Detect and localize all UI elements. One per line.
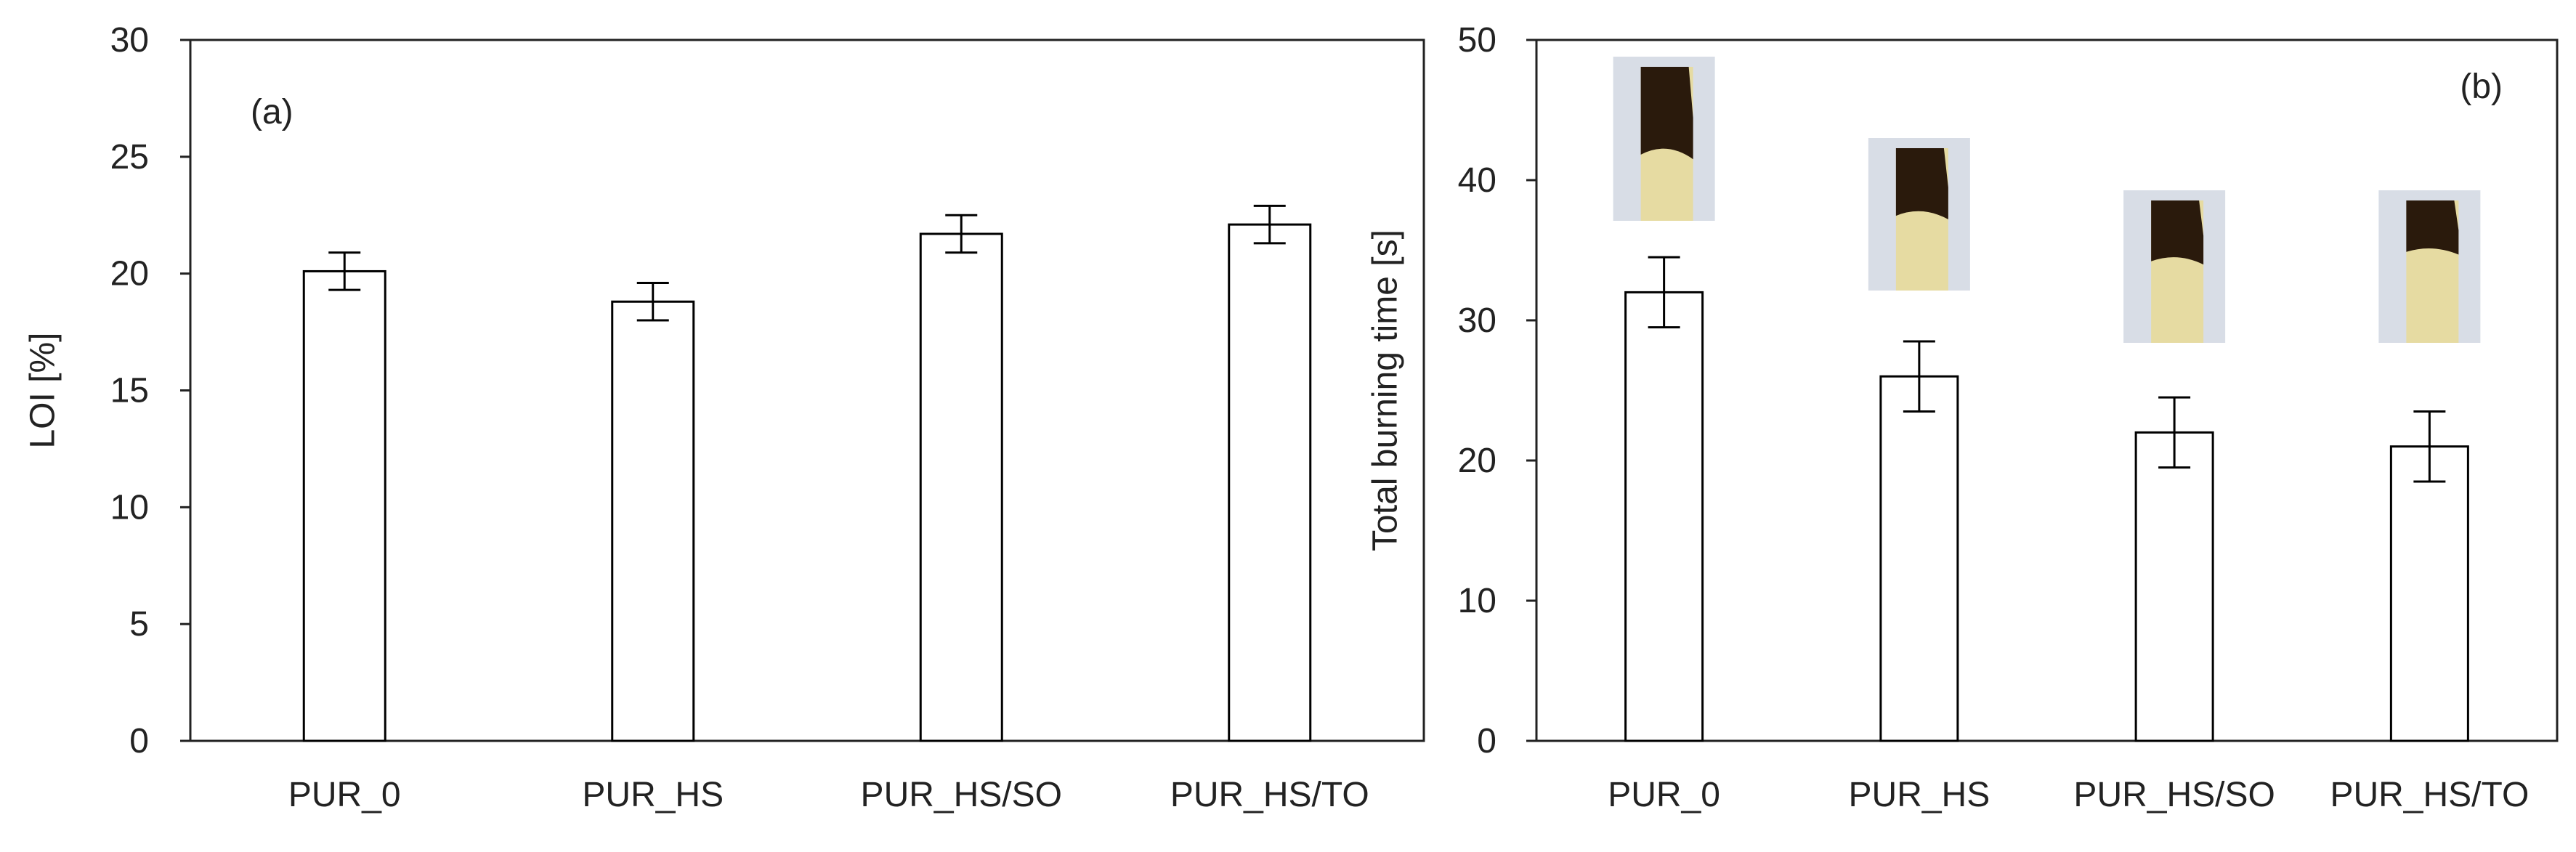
plot-frame — [1535, 38, 2559, 742]
y-tick-label: 50 — [1458, 21, 1496, 60]
char-region — [1640, 67, 1693, 160]
y-tick-label: 20 — [110, 255, 149, 293]
panel-label: (a) — [251, 93, 293, 131]
bar — [1879, 375, 1959, 742]
y-tick-label: 25 — [110, 138, 149, 177]
char-region — [2406, 200, 2459, 255]
category-label: PUR_HS/TO — [1170, 776, 1369, 814]
category-label: PUR_HS — [582, 776, 724, 814]
y-axis-label: Total burning time [s] — [1366, 230, 1405, 551]
y-tick-label: 30 — [1458, 301, 1496, 340]
panel-a-chart: 0 5 10 15 20 25 30 LOI [%] (a) PUR_0 PUR_HS PUR_HS/… — [24, 21, 1425, 814]
bar — [302, 269, 386, 742]
char-region — [2151, 200, 2204, 265]
category-label: PUR_HS — [1849, 776, 1990, 814]
sample-photo — [2378, 190, 2481, 343]
y-axis-label: LOI [%] — [24, 332, 62, 448]
category-label: PUR_0 — [288, 776, 401, 814]
y-tick-label: 30 — [110, 21, 149, 60]
bar — [919, 232, 1003, 742]
sample-photo — [1613, 57, 1715, 221]
y-tick-label: 10 — [1458, 582, 1496, 620]
category-label: PUR_HS/TO — [2330, 776, 2529, 814]
bar — [2389, 445, 2469, 742]
bar — [2134, 431, 2214, 742]
bar — [611, 300, 695, 742]
bar — [1624, 291, 1704, 742]
y-tick-label: 5 — [129, 605, 149, 644]
category-label: PUR_HS/SO — [2073, 776, 2275, 814]
sample-photo — [1868, 138, 1970, 291]
bar — [1228, 223, 1312, 742]
y-tick-label: 10 — [110, 488, 149, 527]
char-region — [1895, 148, 1948, 219]
y-tick-label: 0 — [1477, 722, 1496, 760]
panel-label: (b) — [2460, 68, 2503, 106]
y-tick-label: 20 — [1458, 442, 1496, 480]
sample-photo — [2123, 190, 2226, 343]
y-tick-label: 40 — [1458, 161, 1496, 200]
category-label: PUR_HS/SO — [861, 776, 1062, 814]
y-tick-label: 15 — [110, 372, 149, 410]
y-tick-label: 0 — [129, 722, 149, 760]
panel-b-chart: 0 10 20 30 40 50 Total burning time [s] (b) PUR_… — [1366, 21, 2559, 814]
category-label: PUR_0 — [1608, 776, 1720, 814]
